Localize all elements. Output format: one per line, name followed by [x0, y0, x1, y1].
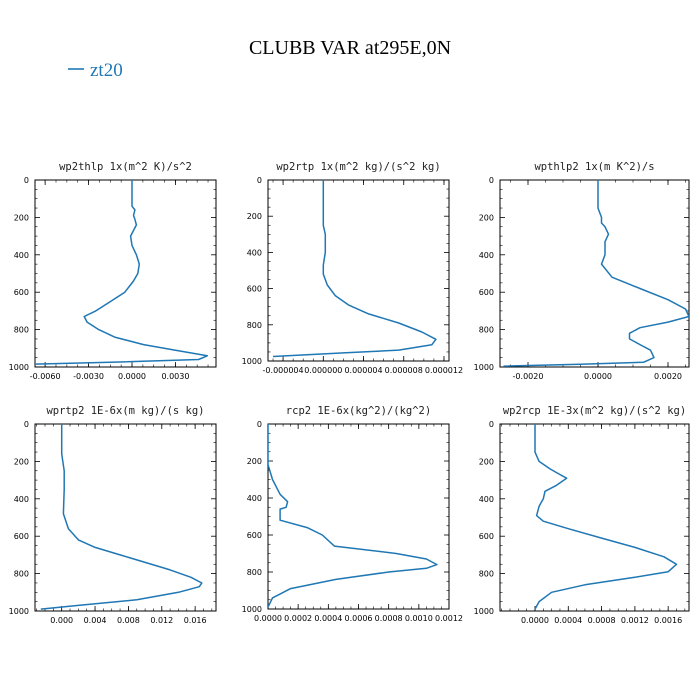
y-tick-label: 1000: [474, 607, 494, 616]
x-tick-label: 0.0008: [588, 616, 616, 625]
y-tick-label: 600: [247, 531, 262, 540]
y-tick-label: 600: [247, 285, 262, 294]
legend: zt20: [68, 60, 123, 81]
y-tick-label: 0: [24, 176, 29, 185]
panel-4: wprtp2 1E-6x(m kg)/(s kg) 0 200 400 600 800 10…: [9, 405, 217, 625]
legend-label-zt20: zt20: [90, 60, 123, 81]
y-tick-label: 1000: [474, 363, 494, 372]
y-tick-label: 600: [479, 532, 494, 541]
series-line-zt20: [35, 180, 209, 365]
x-tick-label: 0.0000: [584, 372, 612, 381]
y-tick-label: 400: [14, 251, 29, 260]
y-tick-label: 800: [247, 568, 262, 577]
panel-6: wp2rcp 1E-3x(m^2 kg)/(s^2 kg) 0 200 400 600 8…: [474, 405, 690, 625]
x-tick-label: -0.0060: [30, 372, 61, 381]
x-tick-label: 0.0012: [435, 614, 463, 623]
plot-frame: [34, 179, 217, 368]
x-tick-label: 0.016: [184, 616, 207, 625]
y-tick-label: 400: [14, 495, 29, 504]
y-tick-label: 800: [479, 326, 494, 335]
x-tick-label: 0.000: [50, 616, 73, 625]
panel-title: wp2rtp 1x(m^2 kg)/(s^2 kg): [276, 161, 440, 173]
y-tick-label: 800: [14, 570, 29, 579]
x-tick-label: 0.0006: [345, 614, 373, 623]
x-tick-label: 0.008: [117, 616, 140, 625]
y-tick-label: 0: [24, 420, 29, 429]
x-tick-label: 0.0030: [161, 372, 189, 381]
x-tick-label: 0.0000: [521, 616, 549, 625]
x-tick-label: 0.000000: [304, 366, 342, 375]
x-tick-label: 0.000012: [425, 366, 463, 375]
panel-title: wprtp2 1E-6x(m kg)/(s kg): [46, 405, 204, 417]
y-tick-label: 200: [479, 457, 494, 466]
panel-5: rcp2 1E-6x(kg^2)/(kg^2) 0 200 400 600 800 1000…: [242, 405, 463, 623]
y-tick-label: 600: [14, 288, 29, 297]
y-tick-label: 0: [489, 420, 494, 429]
x-tick-label: 0.000004: [344, 366, 382, 375]
y-tick-label: 800: [14, 326, 29, 335]
y-tick-label: 400: [247, 248, 262, 257]
y-tick-label: 600: [14, 532, 29, 541]
panel-2: wp2rtp 1x(m^2 kg)/(s^2 kg) 0 200 400 600 800 1…: [242, 161, 463, 375]
y-tick-label: 1000: [242, 605, 262, 614]
series-line-zt20: [268, 424, 438, 608]
panel-3: wpthlp2 1x(m K^2)/s 0 200 400 600 800 1000 -0.0…: [474, 161, 690, 381]
x-tick-label: 0.0012: [621, 616, 649, 625]
plot-frame: [267, 423, 450, 610]
y-tick-label: 0: [489, 176, 494, 185]
plot-frame: [499, 179, 690, 368]
x-tick-label: 0.0002: [284, 614, 312, 623]
x-tick-label: 0.0016: [654, 616, 682, 625]
x-tick-label: 0.0000: [254, 614, 282, 623]
y-tick-label: 800: [479, 570, 494, 579]
x-tick-label: -0.000004: [263, 366, 304, 375]
x-tick-label: -0.0020: [513, 372, 544, 381]
y-tick-label: 200: [247, 457, 262, 466]
y-tick-label: 400: [479, 495, 494, 504]
series-line-zt20: [503, 180, 689, 367]
y-tick-label: 0: [257, 420, 262, 429]
y-tick-label: 400: [479, 251, 494, 260]
x-tick-label: 0.0004: [314, 614, 342, 623]
y-tick-label: 200: [14, 213, 29, 222]
x-tick-label: 0.0010: [405, 614, 433, 623]
y-tick-label: 0: [257, 176, 262, 185]
panels: wp2thlp 1x(m^2 K)/s^202004006008001000-0…: [9, 161, 690, 625]
x-tick-label: 0.0008: [375, 614, 403, 623]
y-tick-label: 200: [14, 457, 29, 466]
series-line-zt20: [534, 424, 678, 610]
y-tick-label: 1000: [9, 607, 29, 616]
y-tick-label: 400: [247, 494, 262, 503]
x-tick-label: 0.0004: [554, 616, 582, 625]
series-line-zt20: [40, 424, 203, 610]
y-tick-label: 1000: [242, 357, 262, 366]
y-tick-label: 600: [479, 288, 494, 297]
figure-title: CLUBB VAR at295E,0N: [249, 37, 451, 59]
x-tick-label: 0.000008: [385, 366, 423, 375]
panel-title: rcp2 1E-6x(kg^2)/(kg^2): [286, 405, 431, 417]
plot-frame: [267, 179, 450, 362]
panel-1: wp2thlp 1x(m^2 K)/s^202004006008001000-0…: [9, 161, 217, 381]
panel-title: wpthlp2 1x(m K^2)/s: [534, 161, 654, 173]
x-tick-label: 0.004: [84, 616, 107, 625]
y-tick-label: 1000: [9, 363, 29, 372]
x-tick-label: 0.0020: [654, 372, 682, 381]
panel-title: wp2thlp 1x(m^2 K)/s^2: [59, 161, 192, 173]
panel-title: wp2rcp 1E-3x(m^2 kg)/(s^2 kg): [503, 405, 686, 417]
x-tick-label: 0.012: [150, 616, 173, 625]
x-tick-label: 0.0000: [118, 372, 146, 381]
y-tick-label: 800: [247, 321, 262, 330]
x-tick-label: -0.0030: [73, 372, 104, 381]
y-tick-label: 200: [247, 212, 262, 221]
series-line-zt20: [272, 180, 437, 358]
y-tick-label: 200: [479, 213, 494, 222]
